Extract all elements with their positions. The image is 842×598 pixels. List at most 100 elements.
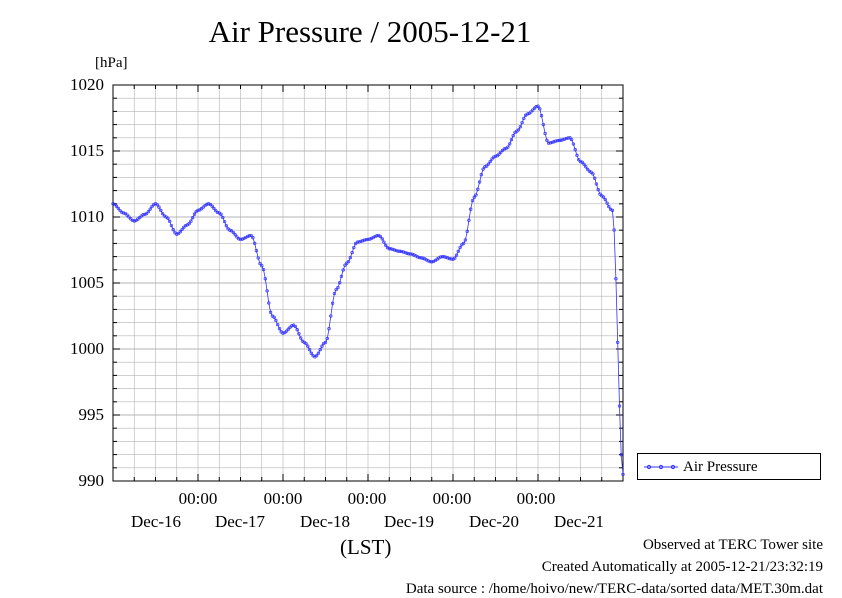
series-point — [121, 211, 126, 215]
series-point — [585, 167, 590, 172]
series-point — [430, 260, 434, 264]
y-tick-label: 990 — [78, 471, 105, 490]
series-point — [327, 327, 331, 331]
series-point — [144, 211, 149, 216]
series-point — [176, 231, 181, 236]
series-point — [447, 256, 452, 261]
series-point — [444, 255, 448, 259]
series-point — [116, 206, 120, 211]
series-point — [224, 224, 228, 228]
footer-source: Data source : /home/hoivo/new/TERC-data/… — [405, 581, 823, 597]
series-point — [543, 131, 547, 136]
series-point — [492, 155, 496, 159]
series-point — [222, 219, 227, 224]
series-point — [438, 255, 443, 259]
series-point — [330, 301, 335, 305]
series-point — [316, 351, 321, 355]
series-point — [594, 182, 599, 186]
series-point — [568, 136, 572, 140]
series-point — [612, 228, 616, 232]
series-point — [180, 227, 184, 232]
series-point — [405, 251, 409, 255]
series-point — [141, 213, 145, 217]
y-tick-label: 1005 — [70, 273, 104, 292]
series-point — [265, 289, 269, 293]
series-point — [240, 237, 244, 241]
series-point — [610, 208, 615, 213]
series-point — [254, 249, 259, 253]
series-point — [587, 169, 592, 173]
series-point — [295, 328, 299, 332]
x-time-tick: 00:00 — [432, 489, 472, 508]
series-point — [486, 162, 491, 166]
series-point — [584, 165, 588, 169]
series-point — [182, 225, 186, 229]
series-point — [603, 197, 607, 202]
series-point — [208, 202, 213, 207]
series-point — [449, 257, 453, 261]
series-point — [506, 145, 510, 149]
series-point — [267, 301, 271, 305]
series-point — [290, 324, 294, 328]
series-point — [214, 208, 218, 213]
series-point — [235, 235, 239, 239]
series-point — [428, 259, 432, 264]
footer-site: Observed at TERC Tower site — [642, 537, 823, 553]
series-point — [534, 105, 538, 109]
series-point — [392, 248, 397, 252]
series-point — [555, 138, 560, 143]
series-point — [320, 344, 324, 348]
series-point — [465, 229, 469, 234]
series-point — [566, 136, 570, 140]
series-point — [619, 453, 623, 457]
x-day-tick: Dec-21 — [553, 512, 605, 531]
series-point — [329, 314, 333, 318]
series-point — [389, 247, 393, 251]
series-point — [453, 256, 457, 260]
series-point — [199, 207, 204, 211]
series-point — [357, 240, 361, 244]
series-point — [130, 218, 135, 223]
series-point — [442, 255, 446, 259]
series-point — [325, 336, 329, 341]
series-point — [552, 140, 556, 144]
series-point — [522, 116, 526, 121]
series-point — [361, 239, 365, 243]
series-point — [339, 274, 344, 279]
series-point — [614, 277, 618, 281]
series-point — [332, 291, 337, 296]
series-point — [274, 318, 278, 323]
series-point — [573, 148, 577, 152]
y-axis-unit: [hPa] — [95, 55, 128, 71]
series-point — [341, 268, 345, 272]
series-point — [440, 254, 445, 259]
x-time-tick: 00:00 — [516, 489, 556, 508]
series-point — [384, 243, 388, 247]
series-point — [499, 150, 503, 154]
series-point — [178, 230, 182, 234]
y-tick-label: 1015 — [70, 141, 104, 160]
series-point — [399, 249, 404, 254]
legend-line-marker-icon — [644, 464, 678, 470]
series-point — [469, 207, 473, 211]
series-point — [336, 285, 340, 290]
series-point — [426, 259, 430, 263]
series-point — [562, 137, 567, 141]
series-point — [260, 264, 264, 268]
series-point — [368, 237, 372, 241]
series-point — [561, 138, 565, 142]
legend: Air Pressure — [637, 453, 821, 480]
series-point — [143, 212, 147, 217]
series-point — [387, 247, 391, 251]
y-tick-label: 995 — [78, 405, 105, 424]
x-time-tick: 00:00 — [178, 489, 218, 508]
series-point — [497, 152, 501, 156]
series-point — [483, 165, 487, 169]
series-point — [148, 207, 152, 211]
series-point — [474, 193, 478, 197]
series-point — [461, 241, 466, 246]
y-tick-label: 1020 — [70, 75, 104, 94]
series-point — [293, 324, 298, 329]
series-point — [472, 195, 476, 199]
